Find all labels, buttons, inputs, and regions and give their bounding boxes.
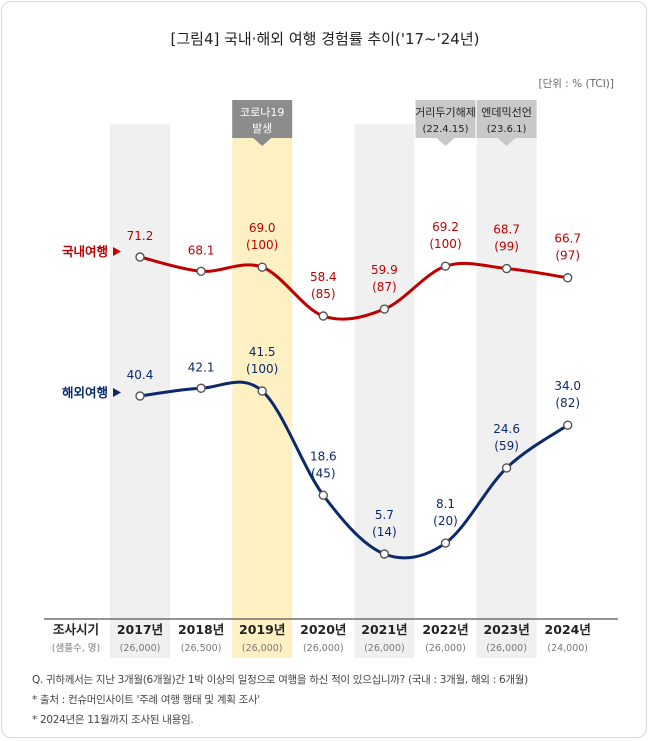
- value-label: 18.6: [310, 449, 337, 463]
- year-label: 2021년: [361, 622, 407, 637]
- column-band-2023년: [476, 124, 537, 658]
- data-point: [440, 538, 451, 548]
- series-overseas: 40.4 42.1 41.5 (100) 18.6 (45) 5.7 (14) 8.1 (20) 2…: [127, 345, 581, 560]
- value-label: 59.9: [371, 263, 398, 277]
- series-line: [138, 380, 570, 560]
- data-point: [318, 490, 328, 500]
- tci-label: (100): [246, 238, 278, 252]
- data-point: [318, 311, 328, 321]
- value-label: 8.1: [436, 497, 455, 511]
- event-banners: 코로나19 발생 거리두기해제 (22.4.15) 엔데믹선언 (23.6.1): [232, 100, 537, 146]
- data-point: [563, 420, 573, 430]
- value-label: 69.2: [432, 220, 459, 234]
- event-sub: (23.6.1): [487, 124, 527, 135]
- note-2024: * 2024년은 11월까지 조사된 내용임.: [32, 714, 194, 726]
- sample-size: (26,000): [242, 643, 283, 654]
- legend-label: 해외여행: [62, 385, 108, 400]
- tci-label: (87): [372, 280, 397, 294]
- value-label: 40.4: [127, 368, 154, 382]
- value-label: 5.7: [375, 508, 394, 522]
- value-label: 68.1: [188, 243, 215, 257]
- data-point: [440, 261, 451, 271]
- data-point: [196, 383, 206, 393]
- event-banner-shape: [476, 100, 537, 146]
- table-header-sub: (샘플수, 명): [52, 643, 100, 654]
- event-banner-1: 거리두기해제 (22.4.15): [415, 100, 476, 146]
- data-point: [135, 252, 145, 262]
- data-point: [257, 262, 267, 272]
- event-banner-shape: [232, 100, 293, 146]
- data-point: [379, 549, 390, 559]
- event-sub: (22.4.15): [423, 124, 469, 135]
- value-label: 58.4: [310, 270, 337, 284]
- tci-label: (59): [494, 439, 519, 453]
- notes: Q. 귀하께서는 지난 3개월(6개월)간 1박 이상의 일정으로 여행을 하신…: [32, 670, 632, 730]
- value-label: 69.0: [249, 221, 276, 235]
- value-label: 71.2: [127, 229, 154, 243]
- chart-title: [그림4] 국내·해외 여행 경험률 추이('17~'24년): [171, 30, 480, 48]
- year-label: 2023년: [483, 622, 529, 637]
- event-banner-shape: [415, 100, 476, 146]
- column-band-2021년: [354, 124, 415, 658]
- tci-label: (100): [246, 362, 278, 376]
- tci-label: (82): [555, 396, 580, 410]
- value-label: 68.7: [493, 223, 520, 237]
- legend-arrow-icon: [113, 247, 121, 256]
- year-label: 2017년: [117, 622, 163, 637]
- sample-size: (26,000): [120, 643, 161, 654]
- event-banner-0: 코로나19 발생: [232, 100, 293, 146]
- value-label: 66.7: [554, 232, 581, 246]
- sample-size: (26,000): [425, 643, 466, 654]
- sample-size: (26,000): [364, 643, 405, 654]
- unit-label: [단위 : % (TCI)]: [539, 77, 614, 90]
- tci-label: (97): [555, 249, 580, 263]
- year-label: 2022년: [422, 622, 468, 637]
- sample-size: (26,500): [181, 643, 222, 654]
- event-sub: 발생: [252, 122, 272, 135]
- event-label: 코로나19: [240, 106, 284, 119]
- data-point: [196, 266, 206, 276]
- tci-label: (20): [433, 514, 458, 528]
- series-layer: 71.2 68.1 69.0 (100) 58.4 (85) 59.9 (87) 69.2 (10…: [127, 220, 581, 560]
- year-label: 2019년: [239, 622, 285, 637]
- event-label: 엔데믹선언: [481, 106, 532, 119]
- series-domestic: 71.2 68.1 69.0 (100) 58.4 (85) 59.9 (87) 69.2 (10…: [127, 220, 581, 321]
- year-table: 2017년 (26,000) 2018년 (26,500) 2019년 (26,000) 2…: [117, 622, 591, 654]
- sample-size: (26,000): [486, 643, 527, 654]
- tci-label: (100): [429, 237, 461, 251]
- data-point: [563, 273, 573, 283]
- tci-label: (45): [311, 466, 336, 480]
- legend-label: 국내여행: [62, 244, 108, 259]
- tci-label: (14): [372, 525, 397, 539]
- series-line: [138, 255, 570, 321]
- event-banner-2: 엔데믹선언 (23.6.1): [476, 100, 537, 146]
- data-point: [135, 391, 145, 401]
- note-question: Q. 귀하께서는 지난 3개월(6개월)간 1박 이상의 일정으로 여행을 하신…: [32, 674, 528, 686]
- tci-label: (99): [494, 240, 519, 254]
- data-point: [257, 386, 267, 396]
- data-point: [501, 263, 512, 274]
- data-point: [501, 463, 512, 473]
- column-band-2017년: [110, 124, 170, 658]
- table-header: 조사시기: [53, 622, 99, 637]
- note-source: * 출처 : 컨슈머인사이트 '주례 여행 행태 및 계획 조사': [32, 694, 260, 706]
- line-chart: [그림4] 국내·해외 여행 경험률 추이('17~'24년) [단위 : % …: [44, 30, 618, 658]
- year-label: 2024년: [545, 622, 591, 637]
- year-label: 2018년: [178, 622, 224, 637]
- value-label: 24.6: [493, 422, 520, 436]
- sample-size: (26,000): [303, 643, 344, 654]
- value-label: 34.0: [554, 379, 581, 393]
- data-point: [379, 304, 390, 314]
- tci-label: (85): [311, 287, 336, 301]
- value-label: 41.5: [249, 345, 276, 359]
- event-label: 거리두기해제: [415, 105, 476, 119]
- sample-size: (24,000): [547, 643, 588, 654]
- value-label: 42.1: [188, 360, 215, 374]
- column-bands: [110, 124, 537, 658]
- legend-arrow-icon: [113, 388, 121, 397]
- year-label: 2020년: [300, 622, 346, 637]
